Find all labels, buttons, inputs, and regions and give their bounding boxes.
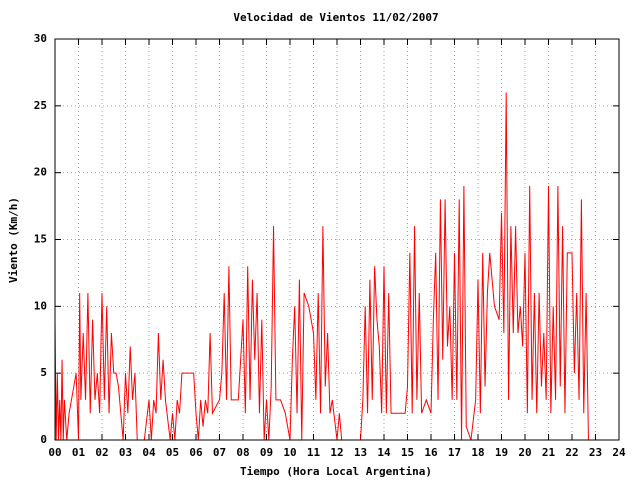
x-tick-label: 02	[95, 446, 108, 459]
y-tick-label: 10	[34, 299, 47, 312]
y-tick-label: 30	[34, 32, 47, 45]
x-tick-label: 22	[565, 446, 578, 459]
y-tick-label: 5	[40, 366, 47, 379]
x-tick-label: 16	[424, 446, 438, 459]
chart-title: Velocidad de Vientos 11/02/2007	[233, 11, 438, 24]
y-tick-label: 0	[40, 433, 47, 446]
y-tick-label: 25	[34, 99, 47, 112]
x-tick-label: 07	[213, 446, 226, 459]
y-axis-label: Viento (Km/h)	[7, 197, 20, 283]
x-tick-label: 17	[448, 446, 461, 459]
x-tick-label: 20	[518, 446, 531, 459]
y-tick-label: 15	[34, 233, 47, 246]
x-tick-label: 09	[260, 446, 273, 459]
x-tick-label: 13	[354, 446, 367, 459]
x-tick-label: 08	[236, 446, 249, 459]
x-tick-label: 18	[471, 446, 484, 459]
y-tick-label: 20	[34, 166, 47, 179]
x-tick-label: 19	[495, 446, 508, 459]
x-tick-label: 03	[119, 446, 132, 459]
plot-border	[54, 38, 620, 441]
x-tick-label: 21	[542, 446, 556, 459]
x-tick-label: 24	[612, 446, 626, 459]
x-tick-label: 12	[330, 446, 343, 459]
x-tick-label: 10	[283, 446, 296, 459]
data-line	[54, 92, 591, 441]
x-tick-label: 06	[189, 446, 203, 459]
x-tick-label: 15	[401, 446, 414, 459]
plot-area	[54, 92, 591, 441]
x-tick-label: 11	[307, 446, 321, 459]
x-tick-label: 04	[142, 446, 156, 459]
x-tick-label: 23	[589, 446, 602, 459]
x-tick-label: 05	[166, 446, 179, 459]
x-axis-label: Tiempo (Hora Local Argentina)	[240, 465, 432, 478]
x-tick-label: 00	[48, 446, 61, 459]
x-tick-label: 14	[377, 446, 391, 459]
x-tick-label: 01	[72, 446, 86, 459]
